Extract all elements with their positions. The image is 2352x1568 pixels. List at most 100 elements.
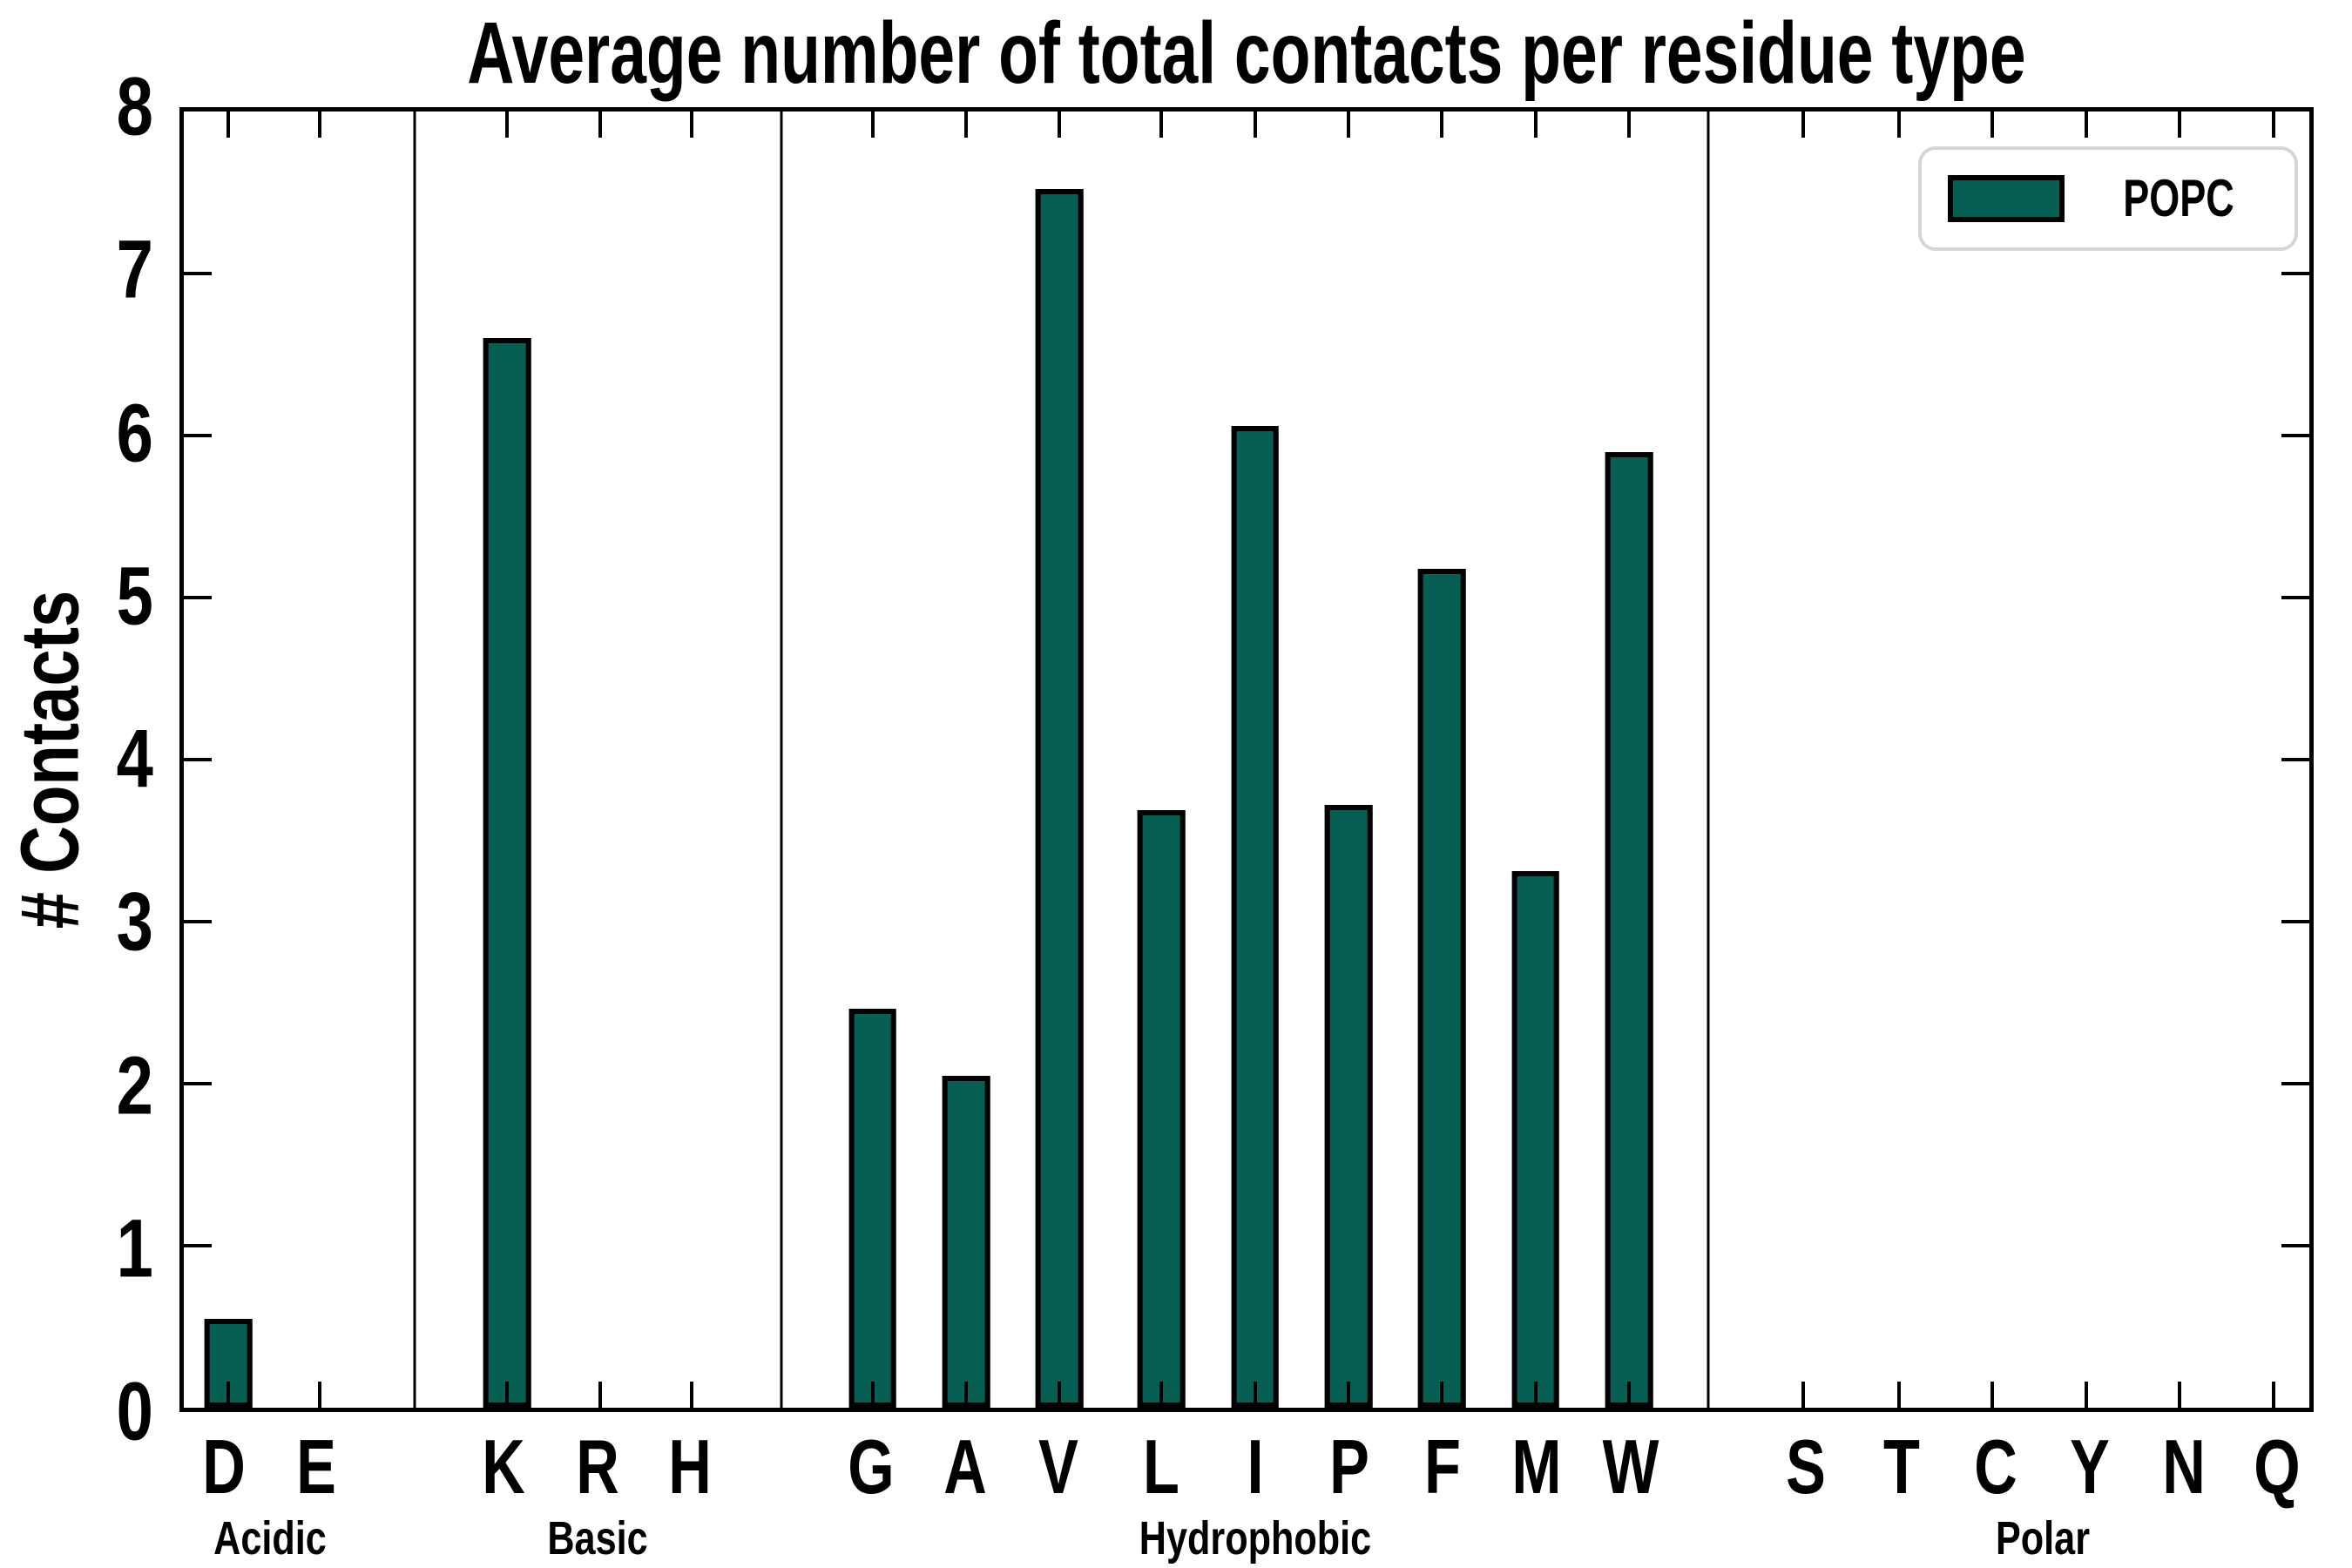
y-tick-label-3: 3 [116,875,153,969]
x-tick-bottom-D [226,1382,231,1408]
y-tick-right-1 [2281,1244,2309,1247]
chart-title: Average number of total contacts per res… [179,5,2314,101]
x-tick-top-H [690,112,694,138]
x-tick-top-S [1801,112,1806,138]
y-tick-label-6: 6 [116,387,153,479]
group-divider [413,112,416,1408]
y-tick-left-5 [184,596,212,599]
x-tick-top-E [318,112,322,138]
bar-G [848,1009,896,1408]
x-tick-top-N [2178,112,2182,138]
legend-label-popc: POPC [2123,169,2234,227]
y-tick-left-6 [184,434,212,437]
x-tick-top-V [1058,112,1062,138]
x-tick-label-T: T [1883,1423,1921,1510]
x-tick-label-M: M [1511,1423,1562,1510]
x-tick-top-P [1347,112,1351,138]
y-tick-left-1 [184,1244,212,1247]
y-tick-label-7: 7 [116,223,153,316]
bar-F [1418,568,1466,1408]
bar-V [1035,189,1084,1408]
x-tick-label-P: P [1328,1423,1369,1510]
y-tick-label-0: 0 [116,1365,153,1458]
x-tick-bottom-G [870,1382,875,1408]
x-tick-top-Q [2271,112,2275,138]
plot-area [179,107,2314,1412]
x-tick-label-K: K [482,1423,526,1510]
bar-I [1231,425,1280,1408]
x-tick-bottom-V [1058,1382,1062,1408]
x-tick-bottom-P [1347,1382,1351,1408]
x-tick-top-D [226,112,231,138]
x-tick-label-F: F [1424,1423,1462,1510]
group-label-basic: Basic [547,1512,648,1565]
y-tick-label-2: 2 [116,1039,153,1132]
bar-P [1324,805,1373,1408]
x-tick-label-R: R [576,1423,619,1510]
y-tick-left-4 [184,758,212,761]
x-tick-top-G [870,112,875,138]
x-tick-top-T [1897,112,1902,138]
x-tick-bottom-S [1801,1382,1806,1408]
x-tick-label-W: W [1602,1423,1659,1510]
x-tick-top-A [963,112,968,138]
x-tick-top-R [598,112,603,138]
y-tick-label-1: 1 [116,1202,153,1295]
y-tick-left-3 [184,920,212,923]
x-tick-top-W [1627,112,1632,138]
group-divider [780,112,783,1408]
y-tick-right-4 [2281,758,2309,761]
x-tick-bottom-I [1253,1382,1257,1408]
x-tick-bottom-K [504,1382,509,1408]
group-label-acidic: Acidic [213,1512,327,1565]
group-label-hydrophobic: Hydrophobic [1139,1512,1371,1565]
group-divider [1707,112,1710,1408]
x-tick-bottom-A [963,1382,968,1408]
x-tick-label-C: C [1974,1423,2017,1510]
bar-L [1138,809,1186,1408]
x-tick-label-D: D [202,1423,247,1510]
group-label-polar: Polar [1995,1512,2090,1565]
y-tick-right-7 [2281,272,2309,275]
x-tick-label-E: E [295,1423,336,1510]
x-tick-label-V: V [1038,1423,1079,1510]
x-tick-label-Y: Y [2069,1423,2110,1510]
x-tick-label-A: A [943,1423,987,1510]
x-tick-top-K [504,112,509,138]
x-tick-top-C [1990,112,1995,138]
y-tick-right-3 [2281,920,2309,923]
x-tick-top-L [1159,112,1164,138]
bar-A [942,1075,990,1408]
x-tick-bottom-Q [2271,1382,2275,1408]
x-tick-bottom-W [1627,1382,1632,1408]
y-tick-left-7 [184,272,212,275]
x-tick-label-G: G [848,1423,895,1510]
x-tick-label-I: I [1247,1423,1264,1510]
x-tick-bottom-F [1440,1382,1444,1408]
bar-K [483,338,531,1408]
x-tick-bottom-Y [2084,1382,2088,1408]
x-tick-bottom-H [690,1382,694,1408]
x-tick-top-F [1440,112,1444,138]
y-tick-right-2 [2281,1082,2309,1085]
x-tick-label-N: N [2161,1423,2206,1510]
x-tick-label-L: L [1143,1423,1179,1510]
group-labels: Acidic Basic Hydrophobic Polar [179,1512,2314,1568]
bar-W [1605,451,1653,1408]
y-tick-label-5: 5 [116,550,153,643]
legend: POPC [1917,146,2298,251]
y-tick-right-6 [2281,434,2309,437]
chart-title-text: Average number of total contacts per res… [467,4,2026,102]
x-tick-bottom-T [1897,1382,1902,1408]
x-tick-top-Y [2084,112,2088,138]
bar-M [1511,871,1560,1408]
y-tick-left-2 [184,1082,212,1085]
x-tick-bottom-L [1159,1382,1164,1408]
y-tick-label-8: 8 [116,60,153,153]
y-tick-label-4: 4 [116,713,153,806]
x-tick-bottom-N [2178,1382,2182,1408]
legend-swatch-popc [1947,175,2065,222]
